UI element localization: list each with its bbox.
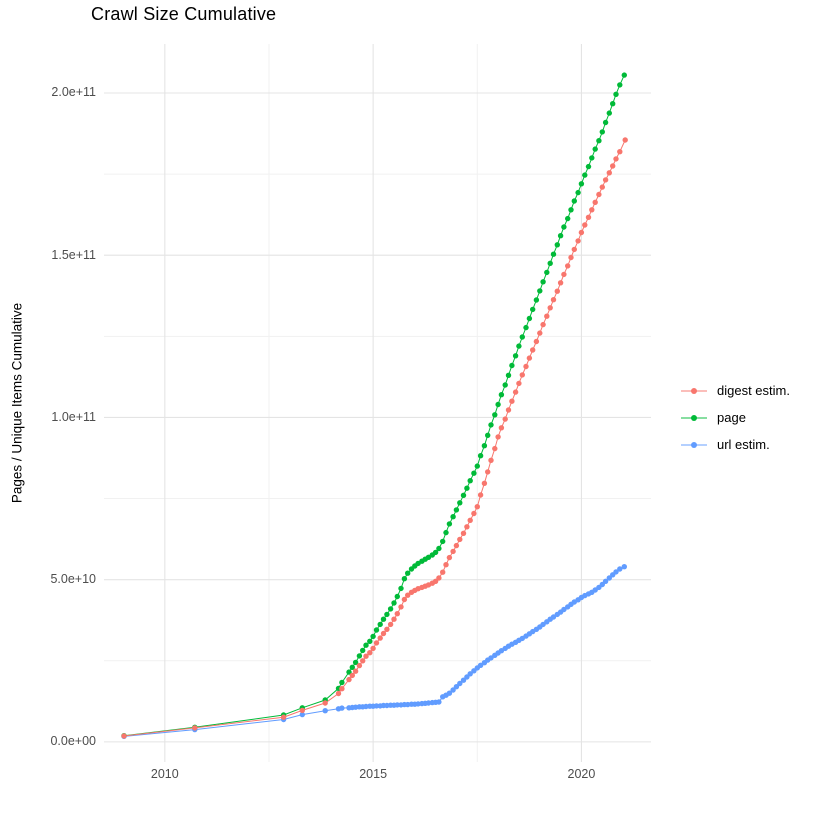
minor-gridlines: [104, 44, 651, 762]
legend-label: digest estim.: [717, 383, 790, 398]
legend-item-page: page: [679, 408, 790, 427]
legend-key-icon: [681, 414, 707, 421]
legend: digest estim. page url estim.: [679, 381, 790, 462]
y-tick-label: 5.0e+10: [50, 572, 96, 587]
x-tick-label: 2015: [359, 767, 388, 781]
series-points-digest-estim-: [121, 137, 628, 739]
legend-label: url estim.: [717, 437, 770, 452]
series-line-url-estim-: [123, 566, 625, 737]
series-points-url-estim-: [121, 564, 627, 740]
x-tick-label: 2020: [567, 767, 596, 781]
y-tick-label: 0.0e+00: [50, 734, 96, 749]
y-tick-label: 1.0e+11: [51, 409, 96, 424]
legend-item-digest-estim-: digest estim.: [679, 381, 790, 400]
series-points-page: [121, 72, 627, 739]
major-gridlines: [104, 44, 651, 762]
y-tick-label: 2.0e+11: [51, 85, 96, 100]
legend-item-url-estim-: url estim.: [679, 435, 790, 454]
x-tick-label: 2010: [150, 767, 179, 781]
legend-key-icon: [681, 387, 707, 394]
legend-key-icon: [681, 441, 707, 448]
y-tick-label: 1.5e+11: [51, 247, 96, 262]
chart-title: Crawl Size Cumulative: [91, 4, 277, 24]
legend-label: page: [717, 410, 746, 425]
